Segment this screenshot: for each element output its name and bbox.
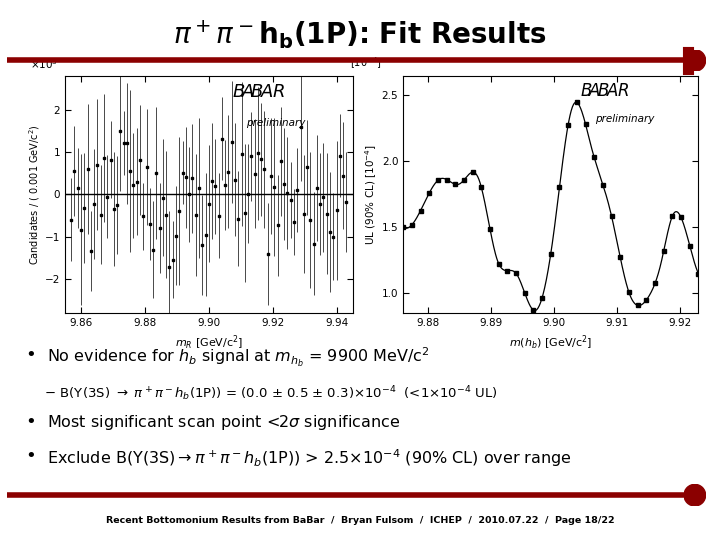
Text: $[10^{-4}]$: $[10^{-4}]$	[350, 55, 382, 71]
Text: Exclude B($\Upsilon$(3S)$\to$$\pi^+\pi^-h_b$(1P)) > 2.5$\times$10$^{-4}$ (90% CL: Exclude B($\Upsilon$(3S)$\to$$\pi^+\pi^-…	[47, 447, 572, 469]
X-axis label: $m(h_b)$ [GeV/c$^2$]: $m(h_b)$ [GeV/c$^2$]	[509, 334, 593, 352]
Text: $B\!A\!B\!AR$: $B\!A\!B\!AR$	[232, 83, 285, 101]
Y-axis label: UL (90% CL) [10$^{-4}$]: UL (90% CL) [10$^{-4}$]	[364, 144, 379, 245]
Text: No evidence for $h_b$ signal at $m_{h_b}$ = 9900 MeV/c$^2$: No evidence for $h_b$ signal at $m_{h_b}…	[47, 346, 429, 369]
Circle shape	[684, 484, 706, 506]
Text: •: •	[25, 413, 36, 431]
X-axis label: $m_R$ [GeV/c$^2$]: $m_R$ [GeV/c$^2$]	[175, 334, 243, 352]
Text: $B\!A\!B\!AR$: $B\!A\!B\!AR$	[580, 83, 630, 100]
Text: $-$ B($\Upsilon$(3S) $\to$ $\pi^+\pi^- h_b$(1P)) = (0.0 $\pm$ 0.5 $\pm$ 0.3)$\ti: $-$ B($\Upsilon$(3S) $\to$ $\pi^+\pi^- h…	[36, 384, 498, 403]
Text: •: •	[25, 447, 36, 465]
Text: $\pi^+\pi^-\mathbf{h_b(1P)}$: Fit Results: $\pi^+\pi^-\mathbf{h_b(1P)}$: Fit Result…	[174, 19, 546, 51]
Text: •: •	[25, 346, 36, 363]
Text: preliminary: preliminary	[246, 118, 305, 129]
Text: Most significant scan point <2$\sigma$ significance: Most significant scan point <2$\sigma$ s…	[47, 413, 400, 432]
Text: Recent Bottomonium Results from BaBar  /  Bryan Fulsom  /  ICHEP  /  2010.07.22 : Recent Bottomonium Results from BaBar / …	[106, 516, 614, 525]
Text: $\times10^3$: $\times10^3$	[30, 57, 58, 71]
Y-axis label: Candidates / ( 0.001 GeV/c$^2$): Candidates / ( 0.001 GeV/c$^2$)	[27, 124, 42, 265]
Text: preliminary: preliminary	[595, 113, 654, 124]
Circle shape	[684, 50, 706, 71]
